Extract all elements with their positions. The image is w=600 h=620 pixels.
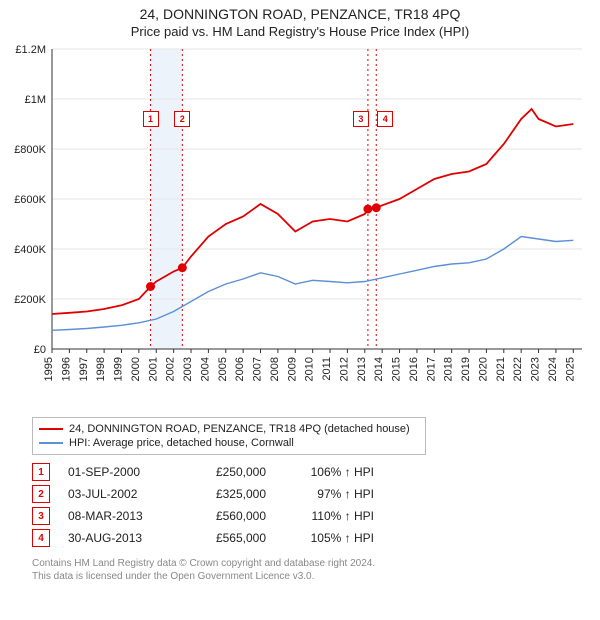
transaction-pct: 110% ↑ HPI: [284, 509, 374, 523]
svg-text:2009: 2009: [286, 357, 298, 381]
price-chart: £0 £200K £400K £600K £800K £1M £1.2M 1995 1996 19…: [0, 39, 600, 409]
transaction-badge: 2: [32, 485, 50, 503]
transaction-badge: 3: [32, 507, 50, 525]
transaction-row: 4 30-AUG-2013 £565,000 105% ↑ HPI: [32, 527, 600, 549]
svg-text:2012: 2012: [338, 357, 350, 381]
svg-text:2004: 2004: [199, 357, 211, 381]
transaction-row: 2 03-JUL-2002 £325,000 97% ↑ HPI: [32, 483, 600, 505]
legend-item: HPI: Average price, detached house, Corn…: [39, 436, 419, 450]
footnote-line: This data is licensed under the Open Gov…: [32, 570, 600, 583]
svg-text:2017: 2017: [425, 357, 437, 381]
transaction-pct: 105% ↑ HPI: [284, 531, 374, 545]
svg-text:£600K: £600K: [14, 194, 46, 206]
footnote: Contains HM Land Registry data © Crown c…: [32, 557, 600, 583]
svg-text:1999: 1999: [113, 357, 125, 381]
transaction-price: £565,000: [186, 531, 266, 545]
svg-text:2025: 2025: [564, 357, 576, 381]
svg-text:2008: 2008: [269, 357, 281, 381]
footnote-line: Contains HM Land Registry data © Crown c…: [32, 557, 600, 570]
transaction-date: 08-MAR-2013: [68, 509, 168, 523]
svg-text:1997: 1997: [78, 357, 90, 381]
svg-text:2014: 2014: [373, 357, 385, 381]
transaction-date: 01-SEP-2000: [68, 465, 168, 479]
transaction-row: 1 01-SEP-2000 £250,000 106% ↑ HPI: [32, 461, 600, 483]
page-subtitle: Price paid vs. HM Land Registry's House …: [0, 24, 600, 39]
svg-text:2010: 2010: [304, 357, 316, 381]
transaction-date: 30-AUG-2013: [68, 531, 168, 545]
transaction-badge: 4: [32, 529, 50, 547]
svg-text:2002: 2002: [165, 357, 177, 381]
svg-text:2023: 2023: [530, 357, 542, 381]
svg-text:£800K: £800K: [14, 144, 46, 156]
svg-text:2013: 2013: [356, 357, 368, 381]
page-title: 24, DONNINGTON ROAD, PENZANCE, TR18 4PQ: [0, 6, 600, 22]
svg-text:£1M: £1M: [25, 94, 46, 106]
transaction-price: £560,000: [186, 509, 266, 523]
svg-text:1998: 1998: [95, 357, 107, 381]
svg-text:2007: 2007: [252, 357, 264, 381]
legend-swatch: [39, 442, 63, 444]
transactions-table: 1 01-SEP-2000 £250,000 106% ↑ HPI 2 03-JUL-20…: [32, 461, 600, 549]
legend-label: HPI: Average price, detached house, Corn…: [69, 437, 294, 449]
svg-text:1995: 1995: [43, 357, 55, 381]
svg-text:£200K: £200K: [14, 294, 46, 306]
legend: 24, DONNINGTON ROAD, PENZANCE, TR18 4PQ …: [32, 417, 426, 455]
svg-text:2022: 2022: [512, 357, 524, 381]
svg-text:2016: 2016: [408, 357, 420, 381]
legend-swatch: [39, 428, 63, 430]
svg-text:2006: 2006: [234, 357, 246, 381]
svg-text:2003: 2003: [182, 357, 194, 381]
transaction-price: £250,000: [186, 465, 266, 479]
svg-text:2020: 2020: [477, 357, 489, 381]
svg-text:2021: 2021: [495, 357, 507, 381]
transaction-date: 03-JUL-2002: [68, 487, 168, 501]
svg-text:2005: 2005: [217, 357, 229, 381]
svg-text:£0: £0: [34, 344, 46, 356]
transaction-price: £325,000: [186, 487, 266, 501]
legend-label: 24, DONNINGTON ROAD, PENZANCE, TR18 4PQ …: [69, 423, 410, 435]
svg-text:2024: 2024: [547, 357, 559, 381]
svg-text:2019: 2019: [460, 357, 472, 381]
svg-text:2011: 2011: [321, 357, 333, 381]
svg-text:2015: 2015: [391, 357, 403, 381]
svg-text:2018: 2018: [443, 357, 455, 381]
legend-item: 24, DONNINGTON ROAD, PENZANCE, TR18 4PQ …: [39, 422, 419, 436]
svg-text:1996: 1996: [60, 357, 72, 381]
transaction-pct: 97% ↑ HPI: [284, 487, 374, 501]
svg-text:£400K: £400K: [14, 244, 46, 256]
svg-text:2000: 2000: [130, 357, 142, 381]
svg-text:2001: 2001: [147, 357, 159, 381]
transaction-pct: 106% ↑ HPI: [284, 465, 374, 479]
transaction-row: 3 08-MAR-2013 £560,000 110% ↑ HPI: [32, 505, 600, 527]
svg-text:£1.2M: £1.2M: [15, 44, 46, 56]
transaction-badge: 1: [32, 463, 50, 481]
